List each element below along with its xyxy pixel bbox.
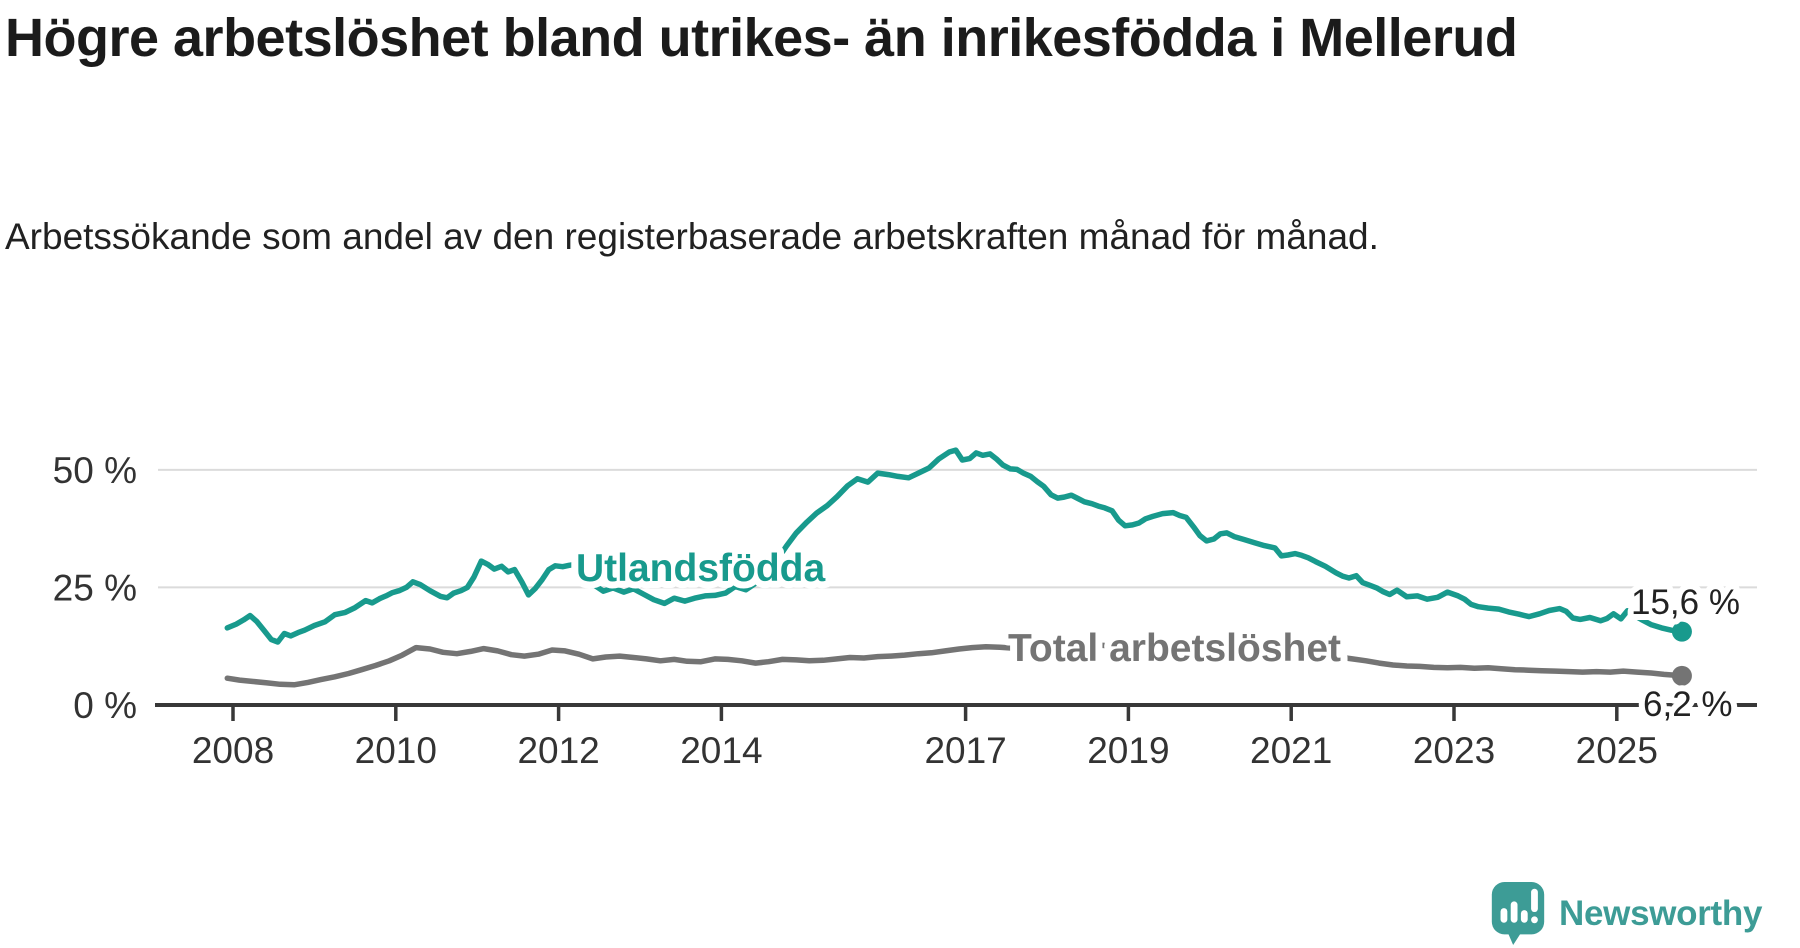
x-axis-label-2008: 2008	[192, 730, 274, 771]
x-axis-label-2012: 2012	[517, 730, 599, 771]
y-axis-label-25: 25 %	[53, 567, 137, 608]
end-value-label-utlandsfodda: 15,6 %	[1631, 583, 1740, 622]
newsworthy-brand: Newsworthy	[1490, 882, 1762, 946]
series-end-dot-total	[1671, 665, 1692, 686]
x-axis-label-2017: 2017	[924, 730, 1006, 771]
x-axis-label-2019: 2019	[1087, 730, 1169, 771]
end-value-label-total: 6,2 %	[1643, 685, 1733, 724]
newsworthy-brand-name: Newsworthy	[1559, 894, 1763, 933]
y-axis-label-50: 50 %	[53, 450, 137, 491]
series-label-utlandsfodda: Utlandsfödda	[576, 547, 825, 590]
series-line-total	[224, 641, 1685, 688]
series-end-dot-utlandsfodda	[1671, 621, 1692, 642]
x-axis-label-2025: 2025	[1576, 730, 1658, 771]
chart-subtitle: Arbetssökande som andel av den registerb…	[5, 216, 1379, 257]
x-axis-label-2021: 2021	[1250, 730, 1332, 771]
series-line-utlandsfodda	[224, 447, 1685, 645]
series-label-total: Total arbetslöshet	[1008, 627, 1341, 670]
newsworthy-speech-bubble-chart-icon	[1491, 882, 1545, 946]
x-axis-label-2010: 2010	[355, 730, 437, 771]
chart-title: Högre arbetslöshet bland utrikes- än inr…	[5, 8, 1518, 68]
y-axis-label-0: 0 %	[73, 685, 137, 726]
x-axis-label-2023: 2023	[1413, 730, 1495, 771]
x-axis-label-2014: 2014	[680, 730, 762, 771]
